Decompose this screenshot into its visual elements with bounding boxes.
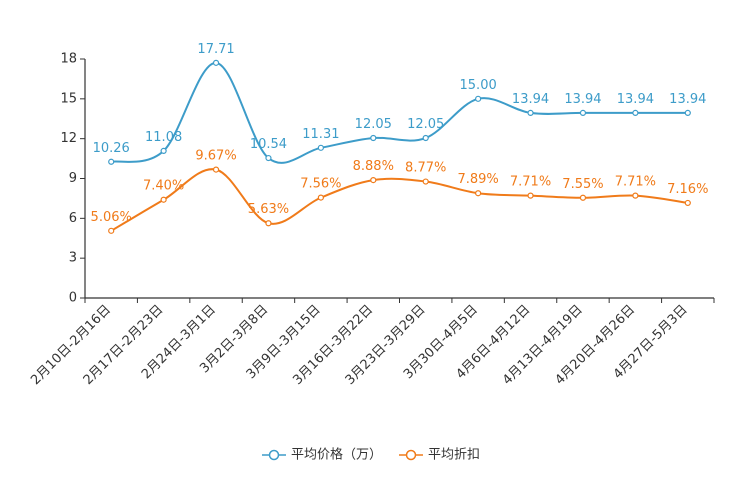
- data-point[interactable]: [579, 109, 587, 117]
- data-label: 11.31: [302, 127, 339, 142]
- data-point[interactable]: [632, 109, 639, 117]
- data-label: 13.94: [564, 92, 601, 107]
- data-label: 11.08: [145, 130, 182, 145]
- data-label: 8.77%: [405, 161, 446, 176]
- data-point[interactable]: [422, 134, 429, 142]
- data-point[interactable]: [579, 194, 587, 201]
- data-label: 7.71%: [510, 175, 551, 190]
- legend-item-avg-discount[interactable]: 平均折扣: [399, 448, 480, 463]
- y-tick-label: 0: [69, 291, 77, 306]
- data-point[interactable]: [527, 192, 534, 199]
- data-label: 5.06%: [91, 210, 132, 225]
- data-label: 8.88%: [353, 159, 394, 174]
- data-point[interactable]: [212, 166, 220, 173]
- data-point[interactable]: [108, 227, 115, 234]
- data-label: 7.71%: [615, 175, 656, 190]
- legend-circle-icon: [268, 449, 280, 461]
- data-label: 7.55%: [562, 177, 603, 192]
- data-point[interactable]: [475, 190, 482, 197]
- data-point[interactable]: [317, 144, 324, 151]
- data-label: 7.40%: [143, 179, 184, 194]
- series-avg-price: 10.26 11.08 17.71 10.54 11.31 12.05 12.05 15.00…: [93, 42, 706, 165]
- data-point[interactable]: [265, 154, 272, 162]
- y-tick-label: 6: [69, 211, 77, 226]
- series-layer: 10.26 11.08 17.71 10.54 11.31 12.05 12.05 15.00…: [91, 42, 708, 234]
- legend-circle-icon: [405, 449, 417, 461]
- data-label: 5.63%: [248, 202, 289, 217]
- data-label: 9.67%: [195, 149, 236, 164]
- data-label: 17.71: [197, 42, 234, 57]
- data-point[interactable]: [212, 59, 220, 66]
- y-tick-label: 9: [69, 171, 77, 186]
- data-label: 15.00: [460, 78, 497, 93]
- series-avg-discount: 5.06% 7.40% 9.67% 5.63% 7.56% 8.88% 8.77% 7.89%…: [91, 149, 708, 234]
- data-label: 10.26: [93, 141, 130, 156]
- y-tick-label: 3: [69, 251, 77, 266]
- data-point[interactable]: [108, 158, 115, 165]
- data-label: 7.56%: [300, 177, 341, 192]
- data-label: 7.89%: [457, 172, 498, 187]
- data-point[interactable]: [527, 109, 534, 117]
- y-tick-label: 18: [60, 52, 77, 67]
- data-point[interactable]: [160, 147, 167, 154]
- data-point[interactable]: [160, 196, 167, 203]
- data-point[interactable]: [422, 178, 429, 185]
- legend-item-avg-price[interactable]: 平均价格（万）: [262, 447, 382, 463]
- chart-legend[interactable]: 平均价格（万） 平均折扣: [262, 447, 480, 463]
- y-tick-label: 12: [60, 131, 77, 146]
- data-label: 13.94: [669, 92, 706, 107]
- data-point[interactable]: [370, 134, 377, 142]
- legend-label: 平均价格（万）: [291, 447, 382, 463]
- legend-label: 平均折扣: [428, 448, 480, 463]
- data-label: 7.16%: [667, 182, 708, 197]
- data-point[interactable]: [684, 109, 691, 117]
- data-label: 12.05: [355, 117, 392, 132]
- data-label: 10.54: [250, 137, 287, 152]
- data-label: 13.94: [617, 92, 654, 107]
- data-label: 13.94: [512, 92, 549, 107]
- data-point[interactable]: [684, 199, 691, 207]
- data-point[interactable]: [317, 194, 324, 201]
- data-point[interactable]: [632, 192, 639, 199]
- y-tick-label: 15: [60, 91, 77, 106]
- data-point[interactable]: [475, 95, 482, 102]
- data-point[interactable]: [370, 176, 377, 184]
- data-point[interactable]: [265, 220, 272, 227]
- data-label: 12.05: [407, 117, 444, 132]
